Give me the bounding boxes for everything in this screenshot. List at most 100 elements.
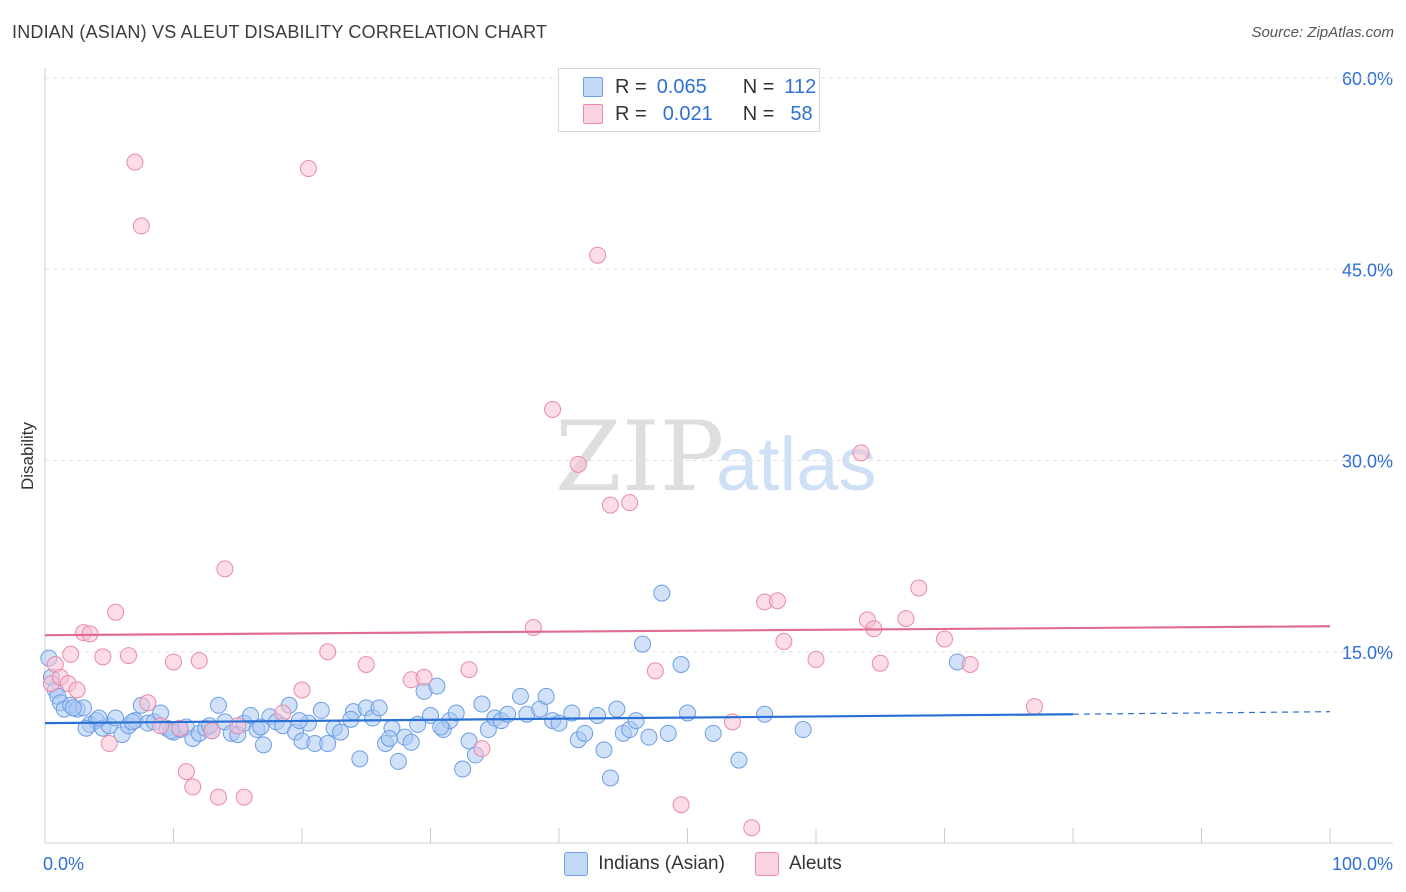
trendline-indians-extension	[1072, 711, 1331, 715]
point-aleuts	[775, 633, 793, 651]
point-aleuts	[177, 763, 195, 781]
point-aleuts	[139, 694, 157, 712]
point-indians	[64, 699, 82, 717]
point-aleuts	[524, 619, 542, 637]
point-aleuts	[897, 610, 915, 628]
point-aleuts	[171, 719, 189, 737]
point-indians	[640, 728, 658, 746]
point-indians	[473, 695, 491, 713]
point-indians	[402, 733, 420, 751]
point-indians	[252, 718, 270, 736]
point-aleuts	[621, 494, 639, 512]
point-aleuts	[107, 603, 125, 621]
stats-legend: R = 0.065 N = 112 R = 0.021 N = 58	[558, 68, 820, 132]
watermark-atlas: atlas	[716, 422, 877, 507]
y-tick-label: 45.0%	[1342, 260, 1393, 280]
point-indians	[608, 700, 626, 718]
point-aleuts	[293, 681, 311, 699]
x-tick-label: 100.0%	[1332, 854, 1393, 874]
point-indians	[342, 710, 360, 728]
point-indians	[460, 732, 478, 750]
series-legend: Indians (Asian) Aleuts	[0, 852, 1406, 876]
point-aleuts	[743, 819, 761, 837]
point-indians	[332, 723, 350, 741]
point-indians	[254, 736, 272, 754]
point-indians	[447, 704, 465, 722]
point-aleuts	[209, 788, 227, 806]
point-aleuts	[768, 592, 786, 610]
point-aleuts	[319, 643, 337, 661]
point-aleuts	[68, 681, 86, 699]
point-indians	[351, 750, 369, 768]
point-indians	[370, 699, 388, 717]
r-label: R =	[615, 75, 647, 98]
y-tick-label: 15.0%	[1342, 643, 1393, 663]
n-value-aleuts: 58	[790, 102, 813, 125]
stats-legend-row-aleuts: R = 0.021 N = 58	[583, 102, 813, 126]
point-indians	[634, 635, 652, 653]
point-indians	[537, 687, 555, 705]
point-indians	[653, 584, 671, 602]
point-aleuts	[120, 647, 138, 665]
point-aleuts	[274, 704, 292, 722]
point-aleuts	[216, 560, 234, 578]
point-indians	[576, 724, 594, 742]
legend-swatch-indians	[564, 852, 589, 876]
point-aleuts	[190, 652, 208, 670]
point-aleuts	[852, 444, 870, 462]
point-aleuts	[589, 246, 607, 264]
point-indians	[454, 760, 472, 778]
series-legend-indians[interactable]: Indians (Asian)	[564, 852, 725, 876]
legend-swatch-aleuts	[754, 852, 779, 876]
point-aleuts	[961, 656, 979, 673]
n-label: N =	[742, 102, 775, 125]
n-value-indians: 112	[784, 75, 817, 98]
n-label: N =	[742, 75, 775, 98]
point-aleuts	[203, 722, 221, 740]
y-tick-label: 30.0%	[1342, 452, 1393, 472]
point-aleuts	[936, 630, 953, 648]
point-aleuts	[299, 160, 317, 178]
point-aleuts	[1025, 698, 1043, 716]
point-indians	[601, 769, 619, 787]
point-indians	[242, 707, 260, 724]
point-aleuts	[152, 717, 170, 735]
series-legend-label: Aleuts	[788, 853, 842, 874]
chart-title: INDIAN (ASIAN) VS ALEUT DISABILITY CORRE…	[12, 22, 548, 42]
r-value-aleuts: 0.021	[662, 102, 713, 125]
x-tick-label: 0.0%	[43, 854, 84, 874]
series-legend-aleuts[interactable]: Aleuts	[754, 852, 842, 876]
point-indians	[794, 721, 812, 739]
point-indians	[319, 735, 337, 753]
point-aleuts	[544, 401, 562, 418]
point-indians	[595, 741, 613, 759]
point-indians	[432, 718, 450, 736]
point-indians	[756, 705, 774, 723]
y-tick-label: 60.0%	[1342, 69, 1393, 89]
r-value-indians: 0.065	[656, 75, 707, 98]
point-indians	[627, 712, 645, 730]
point-aleuts	[415, 668, 433, 686]
point-aleuts	[62, 645, 80, 663]
point-indians	[589, 707, 607, 724]
point-aleuts	[871, 654, 889, 672]
point-aleuts	[229, 717, 247, 735]
point-indians	[77, 719, 95, 737]
point-aleuts	[94, 648, 112, 666]
y-axis-label: Disability	[18, 421, 37, 490]
point-aleuts	[473, 740, 491, 758]
chart-source: Source: ZipAtlas.com	[1251, 24, 1394, 41]
point-aleuts	[100, 735, 118, 753]
point-indians	[704, 724, 722, 742]
trendline-aleuts	[44, 625, 1331, 637]
point-aleuts	[165, 653, 182, 671]
point-indians	[428, 677, 446, 695]
point-indians	[563, 704, 581, 722]
series-legend-label: Indians (Asian)	[598, 853, 725, 874]
point-indians	[659, 724, 677, 742]
point-aleuts	[646, 662, 664, 680]
point-aleuts	[672, 796, 690, 814]
point-aleuts	[357, 656, 375, 673]
point-indians	[511, 687, 529, 705]
